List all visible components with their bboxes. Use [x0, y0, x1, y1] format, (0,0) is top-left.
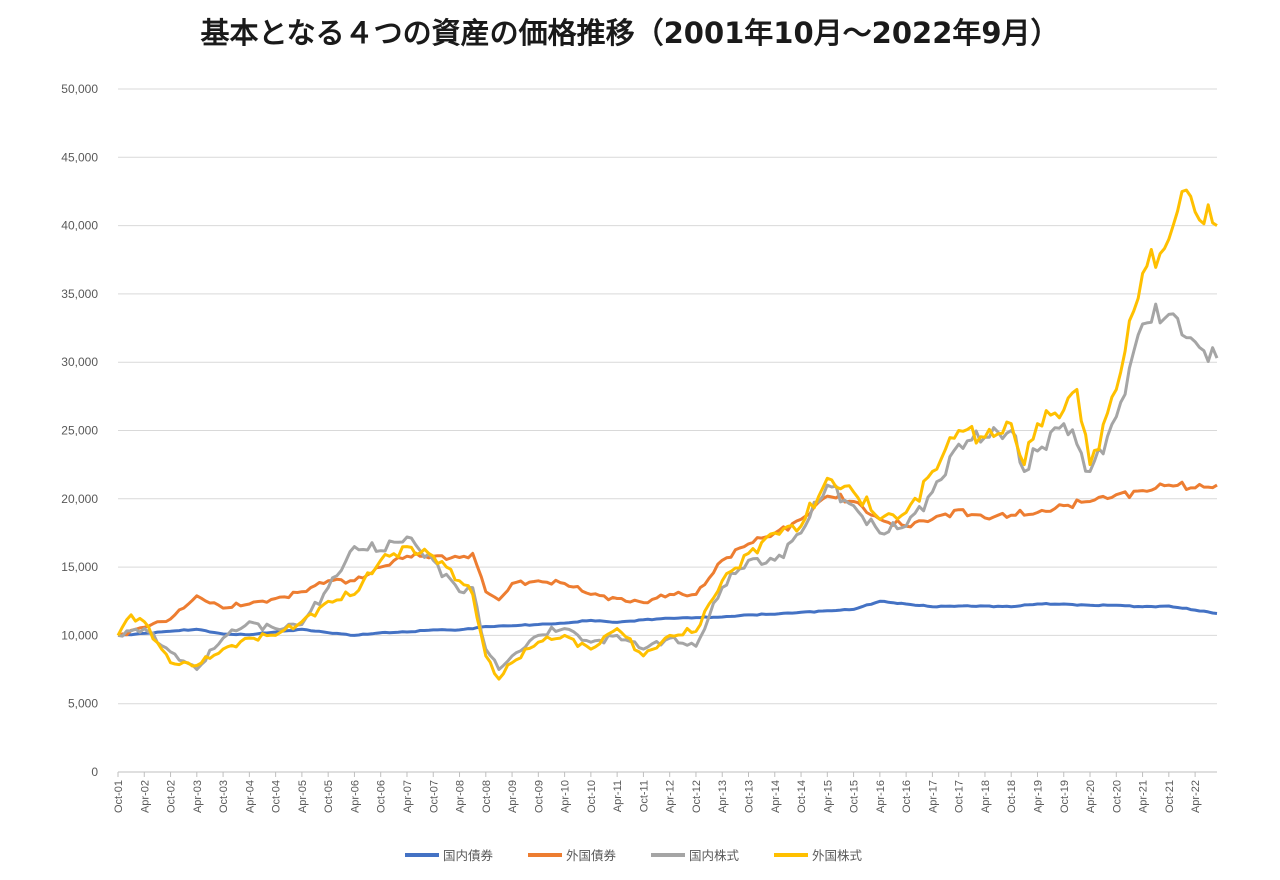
- x-tick-label: Apr-03: [192, 780, 204, 813]
- y-axis-ticks: 0 5,000 10,000 15,000 20,000 25,000 30,000 35,0…: [61, 82, 98, 779]
- x-tick-label: Apr-13: [717, 780, 729, 813]
- x-tick-label: Oct-10: [586, 780, 598, 813]
- y-tick-label: 50,000: [61, 82, 98, 96]
- x-tick-label: Apr-21: [1138, 780, 1150, 813]
- legend-label: 国内株式: [689, 848, 740, 863]
- y-tick-label: 5,000: [68, 697, 98, 711]
- y-tick-label: 20,000: [61, 492, 98, 506]
- x-tick-label: Oct-02: [166, 780, 178, 813]
- x-tick-label: Apr-19: [1032, 780, 1044, 813]
- x-tick-label: Oct-09: [533, 780, 545, 813]
- x-tick-label: Apr-08: [455, 780, 467, 813]
- x-tick-label: Apr-09: [507, 780, 519, 813]
- x-tick-label: Apr-12: [665, 780, 677, 813]
- x-tick-label: Oct-18: [1006, 780, 1018, 813]
- x-tick-label: Oct-20: [1111, 780, 1123, 813]
- series-line-3: [117, 302, 1219, 671]
- x-tick-label: Apr-15: [822, 780, 834, 813]
- x-tick-label: Oct-05: [323, 780, 335, 813]
- x-tick-label: Oct-01: [113, 780, 125, 813]
- series-line-2: [117, 480, 1218, 637]
- x-tick-label: Oct-03: [218, 780, 230, 813]
- y-tick-label: 10,000: [61, 628, 98, 642]
- x-tick-label: Oct-19: [1059, 780, 1071, 813]
- x-tick-label: Oct-12: [691, 780, 703, 813]
- x-tick-label: Oct-08: [481, 780, 493, 813]
- x-tick-label: Apr-10: [560, 780, 572, 813]
- x-tick-label: Apr-16: [875, 780, 887, 813]
- y-tick-label: 0: [91, 765, 98, 779]
- y-tick-label: 40,000: [61, 219, 98, 233]
- x-tick-label: Oct-16: [901, 780, 913, 813]
- x-tick-label: Apr-17: [927, 780, 939, 813]
- x-tick-label: Apr-14: [770, 780, 782, 813]
- y-tick-label: 35,000: [61, 287, 98, 301]
- series-line-1: [117, 599, 1218, 637]
- x-tick-label: Oct-13: [744, 780, 756, 813]
- x-tick-label: Oct-17: [954, 780, 966, 813]
- x-tick-label: Apr-06: [349, 780, 361, 813]
- x-tick-label: Apr-22: [1190, 780, 1202, 813]
- x-tick-label: Apr-02: [139, 780, 151, 813]
- series-lines: [116, 188, 1219, 681]
- legend-label: 外国債券: [566, 848, 617, 863]
- series-line-4: [116, 188, 1218, 681]
- y-tick-label: 30,000: [61, 355, 98, 369]
- x-tick-label: Oct-04: [271, 780, 283, 813]
- y-tick-label: 25,000: [61, 424, 98, 438]
- y-tick-label: 15,000: [61, 560, 98, 574]
- y-tick-label: 45,000: [61, 150, 98, 164]
- legend: 国内債券 外国債券 国内株式 外国株式: [405, 848, 863, 863]
- x-tick-label: Oct-07: [428, 780, 440, 813]
- legend-label: 外国株式: [812, 848, 863, 863]
- x-tick-label: Oct-14: [796, 780, 808, 813]
- legend-label: 国内債券: [443, 848, 494, 863]
- x-tick-label: Apr-05: [297, 780, 309, 813]
- x-tick-label: Apr-11: [612, 780, 624, 812]
- x-tick-label: Apr-20: [1085, 780, 1097, 813]
- x-tick-label: Apr-07: [402, 780, 414, 813]
- chart-title: 基本となる４つの資産の価格推移（2001年10月〜2022年9月）: [200, 16, 1060, 50]
- x-tick-label: Oct-11: [638, 780, 650, 812]
- x-tick-label: Apr-04: [244, 780, 256, 813]
- x-tick-label: Oct-06: [376, 780, 388, 813]
- x-tick-label: Oct-15: [849, 780, 861, 813]
- x-axis-ticks: Oct-01 Apr-02 Oct-02 Apr-03 Oct-03 Apr-04 Oct-…: [113, 772, 1202, 813]
- x-tick-label: Apr-18: [980, 780, 992, 813]
- x-tick-label: Oct-21: [1164, 780, 1176, 813]
